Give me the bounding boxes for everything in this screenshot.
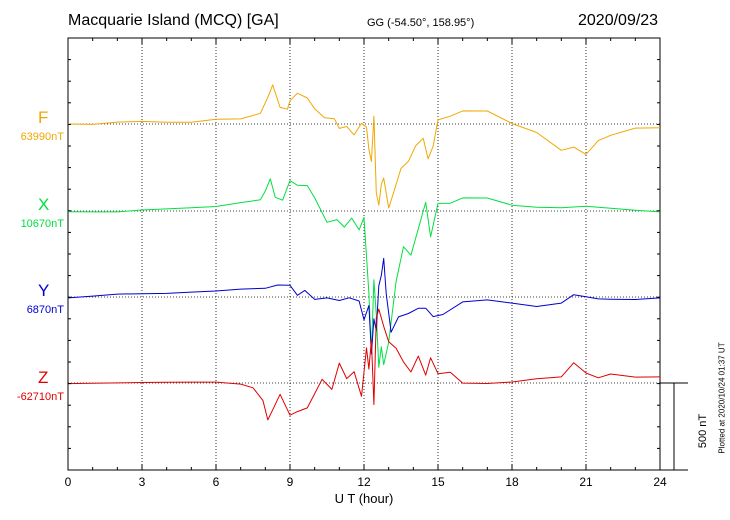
channel-label-x: X <box>38 195 50 214</box>
x-tick-label: 0 <box>64 475 72 489</box>
axis-ticks <box>67 37 661 470</box>
baseline-label-z: -62710nT <box>16 391 64 403</box>
x-tick-label: 6 <box>212 475 220 489</box>
plot-date: 2020/09/23 <box>578 12 659 29</box>
channel-label-y: Y <box>38 281 50 300</box>
channel-label-f: F <box>38 108 49 127</box>
series-line-f <box>67 84 661 209</box>
baseline-label-f: 63990nT <box>20 131 64 143</box>
x-tick-label: 9 <box>286 475 294 489</box>
plotted-timestamp: Plotted at 2020/10/24 01:37 UT <box>717 342 727 454</box>
station-coordinates: GG (-54.50°, 158.95°) <box>367 17 475 29</box>
x-tick-label: 18 <box>505 475 519 489</box>
x-tick-label: 24 <box>653 475 667 489</box>
series-line-z <box>67 308 661 421</box>
x-axis-label: U T (hour) <box>334 491 394 506</box>
x-tick-label: 12 <box>357 475 371 489</box>
scale-bar-label: 500 nT <box>697 413 710 449</box>
grid-lines <box>141 38 587 470</box>
page-title: Macquarie Island (MCQ) [GA] <box>68 12 279 29</box>
baseline-label-x: 10670nT <box>20 218 64 230</box>
baseline-label-y: 6870nT <box>26 304 64 316</box>
channel-label-z: Z <box>38 368 49 387</box>
series-line-x <box>67 178 661 368</box>
x-tick-label: 15 <box>431 475 445 489</box>
x-tick-label: 3 <box>138 475 146 489</box>
data-traces <box>67 84 661 421</box>
scale-bar <box>660 382 688 471</box>
x-tick-label: 21 <box>579 475 593 489</box>
